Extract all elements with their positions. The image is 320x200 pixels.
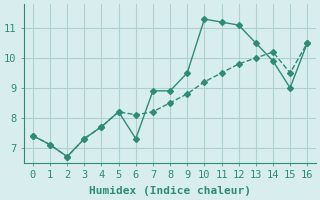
- X-axis label: Humidex (Indice chaleur): Humidex (Indice chaleur): [89, 186, 251, 196]
